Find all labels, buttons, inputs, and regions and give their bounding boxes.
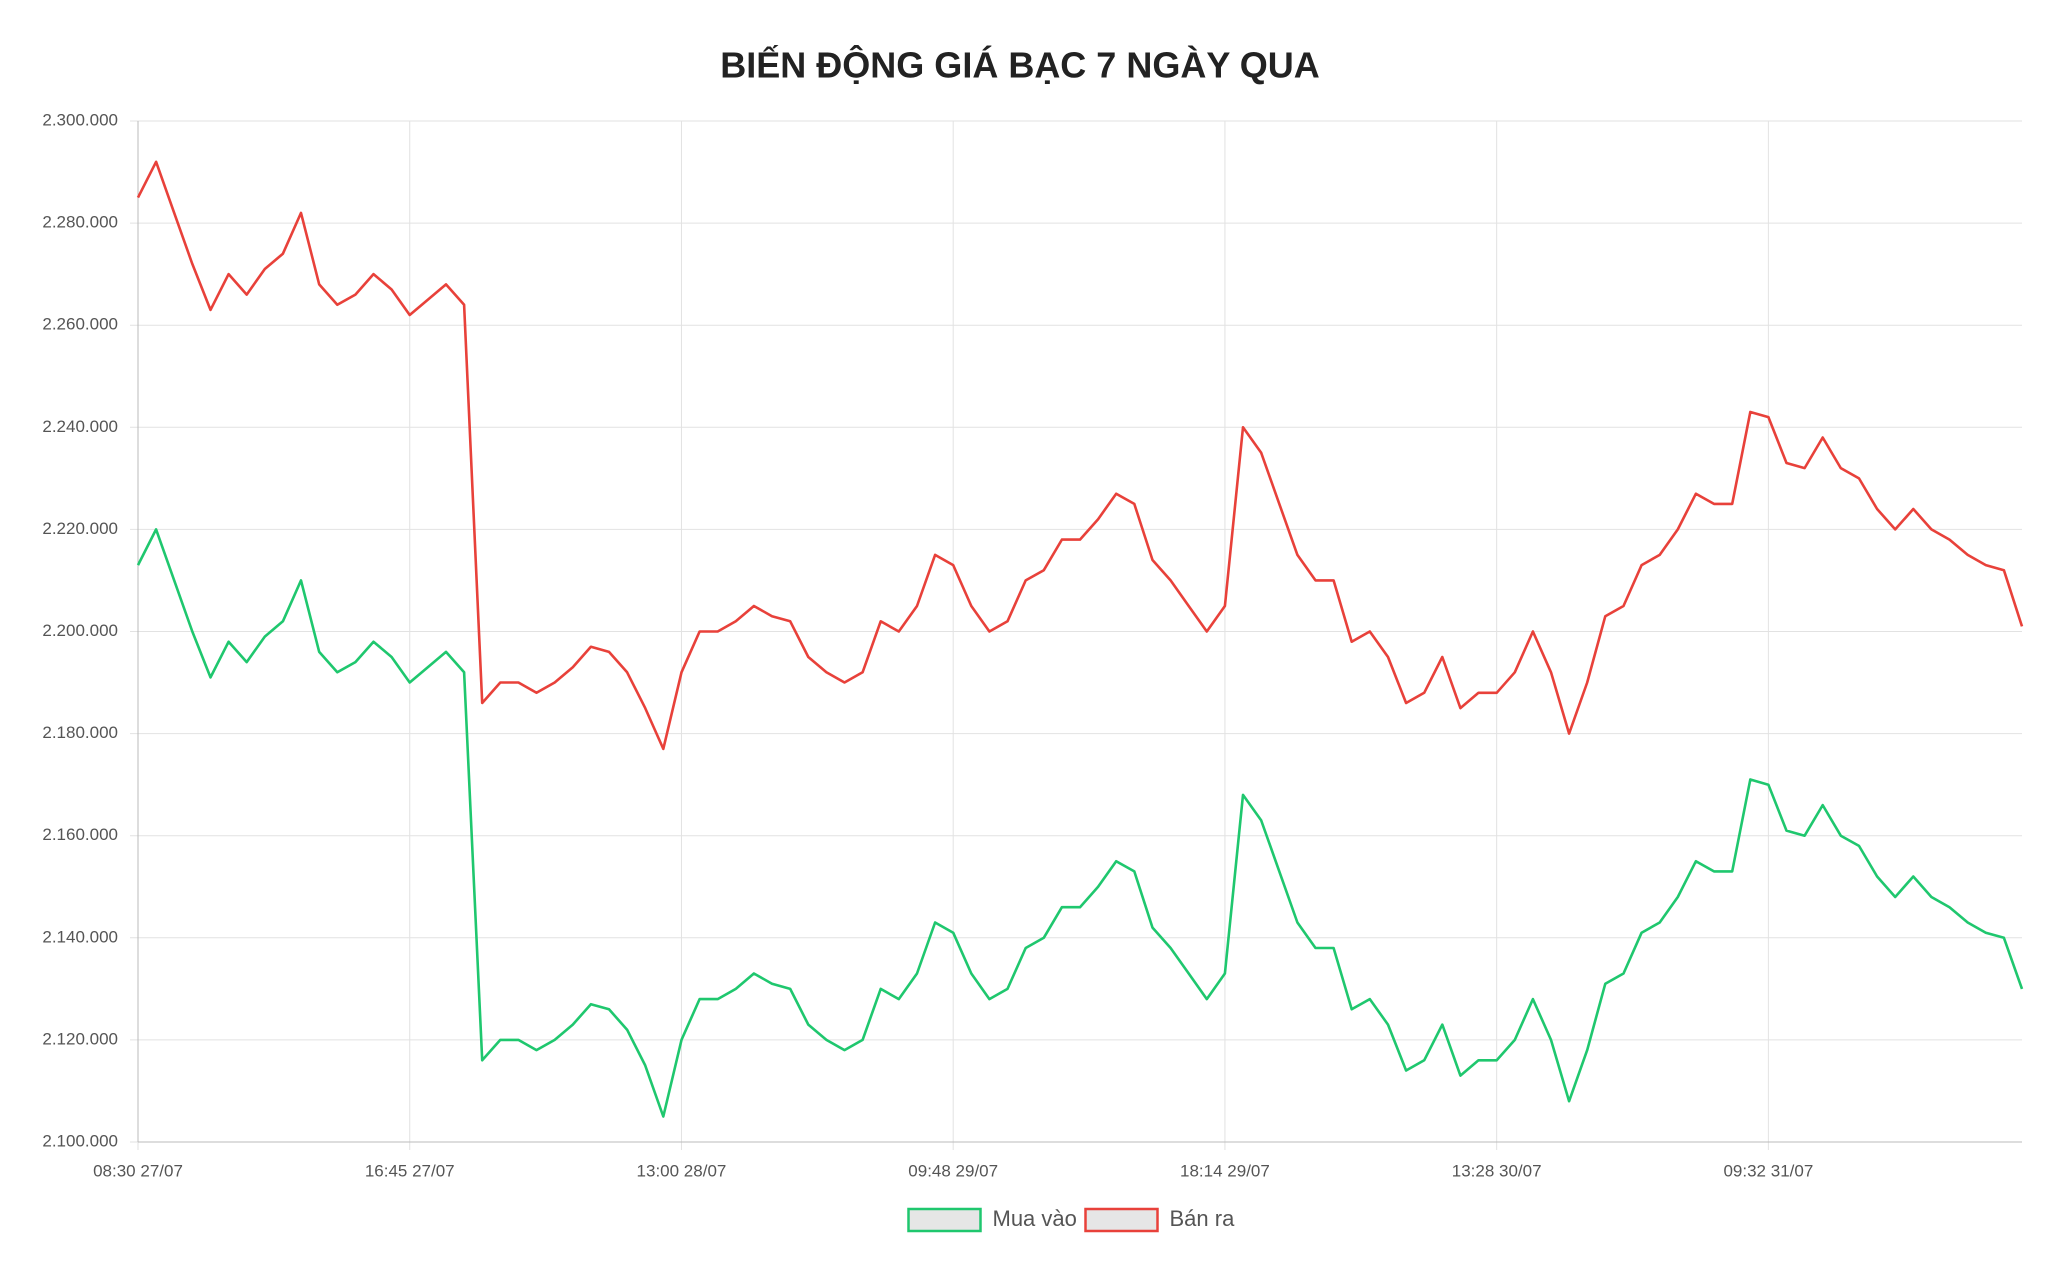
y-tick-label: 2.300.000 — [42, 110, 118, 129]
x-tick-label: 09:48 29/07 — [908, 1161, 998, 1180]
y-tick-label: 2.200.000 — [42, 621, 118, 640]
chart-title: BIẾN ĐỘNG GIÁ BẠC 7 NGÀY QUA — [720, 44, 1319, 86]
y-tick-label: 2.140.000 — [42, 927, 118, 946]
line — [136, 528, 2024, 1118]
legend-swatch — [1084, 1207, 1159, 1233]
y-tick-label: 2.180.000 — [42, 723, 118, 742]
legend-label: Bán ra — [1170, 1206, 1236, 1231]
x-tick-label: 09:32 31/07 — [1723, 1161, 1813, 1180]
legend-label: Mua vào — [993, 1206, 1077, 1231]
x-tick-label: 16:45 27/07 — [365, 1161, 455, 1180]
y-tick-label: 2.240.000 — [42, 417, 118, 436]
x-tick-label: 13:28 30/07 — [1452, 1161, 1542, 1180]
y-tick-label: 2.160.000 — [42, 825, 118, 844]
y-tick-label: 2.120.000 — [42, 1029, 118, 1048]
x-tick-label: 13:00 28/07 — [637, 1161, 727, 1180]
y-tick-label: 2.220.000 — [42, 519, 118, 538]
line — [136, 160, 2024, 751]
y-tick-label: 2.260.000 — [42, 315, 118, 334]
x-tick-label: 08:30 27/07 — [93, 1161, 183, 1180]
y-tick-label: 2.100.000 — [42, 1131, 118, 1150]
legend-swatch — [907, 1207, 982, 1233]
y-tick-label: 2.280.000 — [42, 213, 118, 232]
x-tick-label: 18:14 29/07 — [1180, 1161, 1270, 1180]
